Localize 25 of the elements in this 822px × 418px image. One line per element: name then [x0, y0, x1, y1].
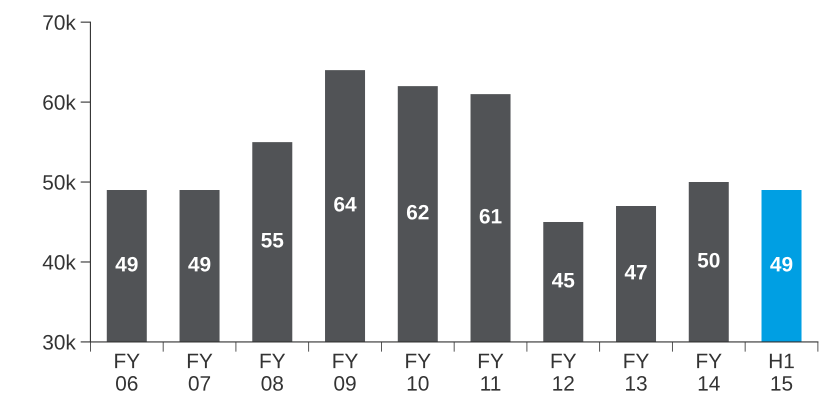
x-tick-label: FY 07	[188, 354, 212, 391]
data-label: 64	[334, 196, 357, 212]
x-tick-label: FY 14	[697, 354, 722, 391]
x-tick-label: FY 10	[406, 354, 431, 391]
y-tick-label: 50k	[43, 174, 76, 190]
x-tick-label: FY 08	[260, 354, 286, 391]
data-label: 50	[698, 252, 720, 268]
x-tick-label: FY 13	[624, 354, 649, 391]
x-tick-label: FY 06	[115, 354, 140, 391]
data-label: 49	[116, 256, 138, 272]
y-tick-label: 30k	[43, 334, 76, 350]
data-label: 49	[188, 256, 210, 272]
x-tick-label: FY 09	[333, 354, 358, 391]
y-tick-label: 60k	[43, 94, 76, 110]
data-label: 62	[406, 204, 429, 220]
data-label: 61	[480, 208, 502, 224]
data-label: 55	[261, 233, 284, 248]
data-label: 45	[552, 273, 574, 288]
data-label: 49	[770, 256, 792, 272]
data-label: 47	[624, 265, 647, 280]
y-tick-label: 40k	[42, 254, 76, 270]
x-tick-label: H1 15	[770, 354, 794, 391]
x-tick-label: FY 11	[478, 354, 504, 391]
x-tick-label: FY 12	[552, 354, 576, 391]
y-tick-label: 70k	[43, 14, 76, 30]
